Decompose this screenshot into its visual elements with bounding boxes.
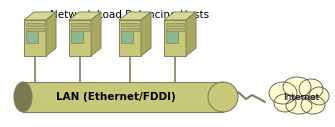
Ellipse shape xyxy=(299,79,323,99)
Polygon shape xyxy=(71,23,89,26)
Polygon shape xyxy=(166,28,184,31)
Ellipse shape xyxy=(208,82,238,112)
Polygon shape xyxy=(69,20,91,56)
Polygon shape xyxy=(164,12,196,20)
Polygon shape xyxy=(23,82,223,112)
Polygon shape xyxy=(26,29,38,43)
Ellipse shape xyxy=(14,82,32,112)
Polygon shape xyxy=(91,12,101,56)
Ellipse shape xyxy=(269,82,297,104)
Ellipse shape xyxy=(286,98,312,114)
Polygon shape xyxy=(119,20,141,56)
Polygon shape xyxy=(166,23,184,26)
Ellipse shape xyxy=(274,94,296,112)
Text: Network Load Balancing Hosts: Network Load Balancing Hosts xyxy=(51,10,210,20)
Polygon shape xyxy=(119,12,151,20)
Polygon shape xyxy=(164,20,186,56)
Polygon shape xyxy=(121,29,133,43)
Polygon shape xyxy=(121,23,139,26)
Polygon shape xyxy=(24,20,46,56)
Polygon shape xyxy=(71,28,89,31)
Polygon shape xyxy=(186,12,196,56)
Ellipse shape xyxy=(309,87,329,105)
Polygon shape xyxy=(69,12,101,20)
Polygon shape xyxy=(141,12,151,56)
Text: LAN (Ethernet/FDDI): LAN (Ethernet/FDDI) xyxy=(56,92,176,102)
Polygon shape xyxy=(26,23,44,26)
Polygon shape xyxy=(26,28,44,31)
Ellipse shape xyxy=(283,77,311,97)
Polygon shape xyxy=(24,12,56,20)
Polygon shape xyxy=(166,29,178,43)
Polygon shape xyxy=(46,12,56,56)
Text: Internet: Internet xyxy=(283,92,319,101)
Ellipse shape xyxy=(301,96,325,114)
Polygon shape xyxy=(121,28,139,31)
Polygon shape xyxy=(71,29,83,43)
